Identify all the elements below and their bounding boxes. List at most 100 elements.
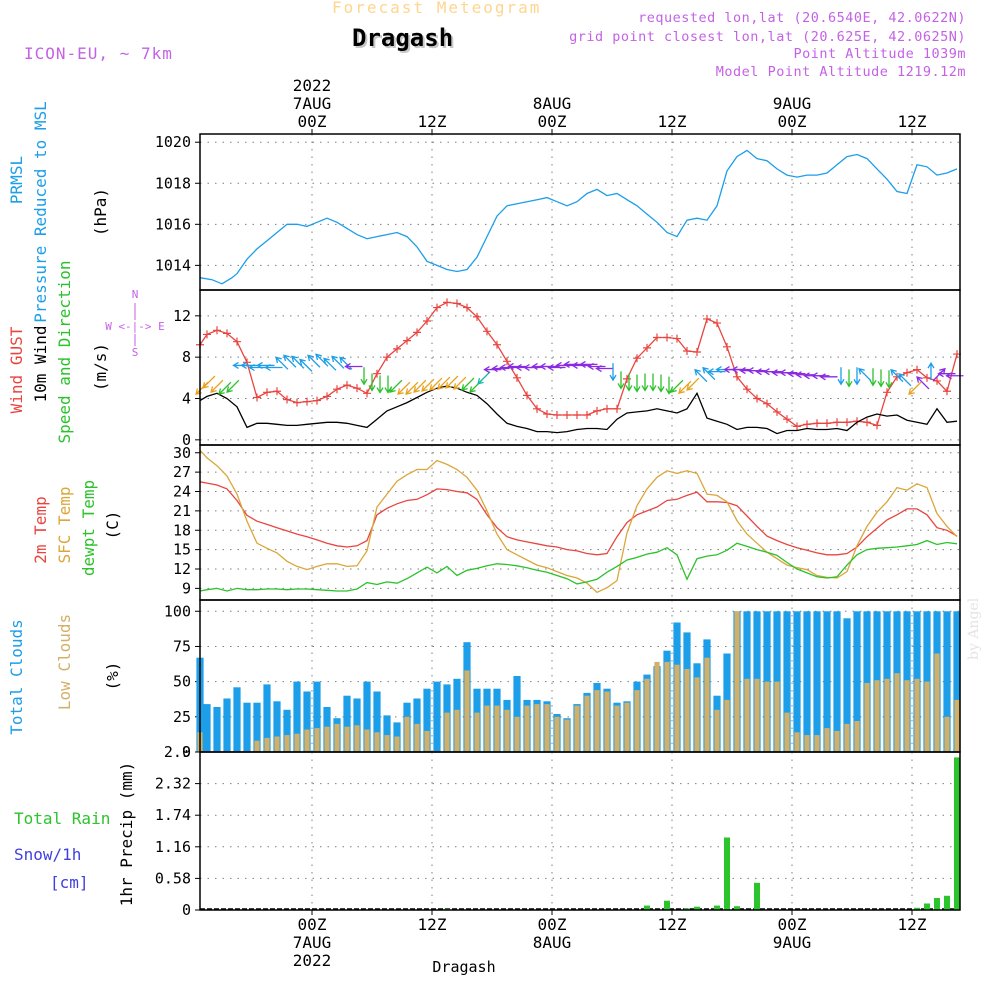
wind-direction-arrow (579, 360, 598, 368)
brand-title: Forecast Meteogram (332, 0, 542, 17)
y-tick-label: 0.58 (155, 869, 191, 887)
wind-direction-arrow (641, 373, 649, 392)
bottom-time-label: 12Z (658, 915, 687, 934)
rain-bar (934, 898, 940, 910)
series-line-2m-temp (199, 481, 958, 556)
low-cloud-bar (354, 725, 360, 752)
label-pressure-msl: Pressure Reduced to MSL (31, 101, 50, 323)
total-cloud-bar (283, 709, 291, 752)
gust-marker (573, 411, 581, 420)
wind-direction-arrow (477, 371, 491, 385)
gust-marker (933, 376, 941, 385)
wind-direction-arrow (389, 379, 403, 393)
total-cloud-bar (303, 691, 311, 752)
gust-marker (433, 303, 441, 312)
total-cloud-bar (293, 681, 301, 752)
wind-direction-arrow (445, 375, 459, 389)
y-tick-label: 0 (182, 431, 191, 449)
low-cloud-bar (724, 699, 730, 752)
low-cloud-bar (804, 735, 810, 752)
total-cloud-bar (383, 715, 391, 752)
gust-marker (323, 392, 331, 401)
gust-marker (923, 373, 931, 382)
gust-marker (663, 333, 671, 342)
wind-direction-arrow (339, 356, 353, 370)
label-total-rain: Total Rain (14, 809, 110, 828)
series-line-dewpt-temp (199, 539, 958, 592)
wind-direction-arrow (283, 354, 297, 368)
total-cloud-bar (843, 618, 851, 752)
gust-marker (633, 354, 641, 363)
total-cloud-bar (513, 676, 521, 752)
gust-marker (313, 396, 321, 405)
rain-bar (664, 900, 670, 910)
gust-marker (603, 404, 611, 413)
low-cloud-bar (834, 730, 840, 752)
gust-marker (763, 399, 771, 408)
wind-direction-arrow (853, 367, 861, 386)
wind-direction-arrow (248, 363, 267, 372)
low-cloud-bar (924, 681, 930, 752)
wind-direction-arrow (453, 376, 467, 390)
gust-marker (693, 348, 701, 356)
gust-marker (233, 337, 241, 346)
gust-marker (773, 407, 781, 416)
total-cloud-bar (423, 688, 431, 752)
wind-direction-arrow (845, 369, 853, 388)
gust-marker (593, 406, 601, 415)
wind-direction-arrow (625, 373, 633, 392)
wind-direction-arrow (819, 373, 838, 381)
gust-marker (503, 357, 511, 366)
label-wind-gust: Wind GUST (7, 326, 26, 413)
low-cloud-bar (904, 680, 910, 752)
wind-direction-arrow (547, 363, 566, 372)
low-cloud-bar (364, 729, 370, 752)
wind-direction-arrow (264, 363, 283, 372)
low-cloud-bar (624, 702, 630, 752)
wind-direction-arrow (240, 361, 259, 369)
low-cloud-bar (684, 669, 690, 752)
footer-station-label: Dragash (432, 958, 495, 976)
gust-marker (483, 327, 491, 336)
gust-marker (583, 411, 591, 420)
bottom-time-label: 12Z (898, 915, 927, 934)
y-tick-label: 9 (182, 579, 191, 597)
total-cloud-bar (353, 698, 361, 752)
gust-marker (263, 388, 271, 397)
series-line-10m-wind (199, 385, 958, 435)
low-cloud-bar (284, 735, 290, 752)
low-cloud-bar (884, 678, 890, 752)
low-cloud-bar (914, 678, 920, 752)
bottom-time-label: 12Z (418, 915, 447, 934)
low-cloud-bar (704, 657, 710, 752)
gust-marker (673, 334, 681, 343)
top-time-label: 2022 (293, 76, 332, 95)
low-cloud-bar (374, 732, 380, 752)
wind-direction-arrow (686, 377, 700, 391)
gust-marker (403, 336, 411, 345)
top-time-label: 00Z (538, 112, 567, 131)
gust-marker (453, 299, 461, 308)
gust-marker (833, 418, 841, 427)
wind-direction-arrow (202, 375, 216, 389)
series-line-prmsl (199, 149, 958, 285)
low-cloud-bar (334, 723, 340, 752)
gust-marker (903, 368, 911, 377)
panel-wind: 0 4 8 12 (173, 289, 964, 449)
total-cloud-bar (233, 687, 241, 752)
gust-marker (203, 330, 211, 339)
label-precip-unit: 1hr Precip (mm) (117, 762, 136, 907)
y-tick-label: 4 (182, 390, 191, 408)
wind-direction-arrow (421, 378, 435, 392)
panel-clouds: 0 25 50 75 100 (164, 599, 961, 761)
gust-marker (443, 298, 451, 307)
rain-bar (734, 906, 740, 910)
wind-direction-arrow (405, 381, 419, 396)
gust-marker (283, 395, 291, 404)
low-cloud-bar (504, 709, 510, 752)
compass-we: W <-|-> E (105, 320, 165, 333)
wind-direction-arrow (210, 379, 224, 393)
total-cloud-bar (823, 611, 831, 752)
wind-direction-arrow (291, 355, 305, 369)
bottom-time-label: 00Z (538, 915, 567, 934)
